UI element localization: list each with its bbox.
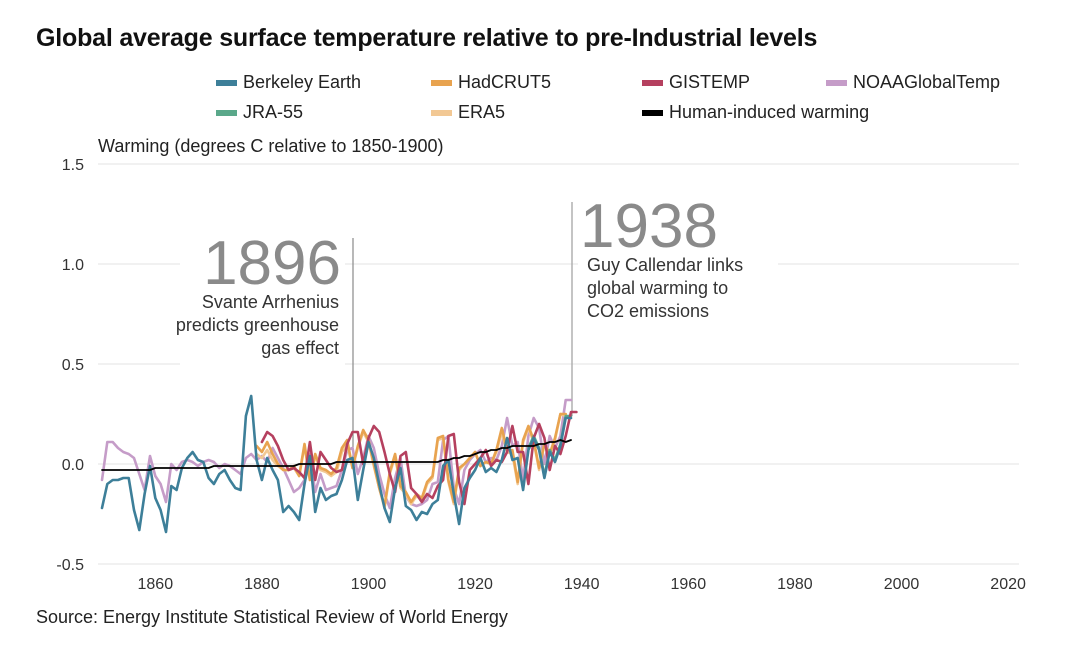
legend-item-human-induced-warming: Human-induced warming bbox=[642, 102, 869, 123]
y-tick-label: 1.5 bbox=[62, 157, 84, 174]
annotation-text-1896: gas effect bbox=[261, 338, 339, 358]
x-tick-label: 1860 bbox=[138, 576, 174, 593]
series-line-human-induced-warming bbox=[101, 439, 572, 471]
legend-label: ERA5 bbox=[458, 102, 506, 122]
legend-label: HadCRUT5 bbox=[458, 72, 552, 92]
annotation-backdrop bbox=[578, 198, 778, 326]
series-lines bbox=[100, 394, 578, 534]
x-tick-label: 2020 bbox=[990, 576, 1026, 593]
x-axis-ticks: 1860 1880 1900 1920 1940 1960 1980 2000 2020 bbox=[138, 576, 1026, 593]
annotation-text-1938: global warming to bbox=[587, 278, 728, 298]
legend-label: GISTEMP bbox=[669, 72, 751, 92]
legend-label: JRA-55 bbox=[243, 102, 304, 122]
legend-swatch bbox=[431, 79, 452, 86]
legend-item-noaaglobaltemp: NOAAGlobalTemp bbox=[826, 72, 1000, 93]
legend-swatch bbox=[431, 109, 452, 116]
source-note: Source: Energy Institute Statistical Rev… bbox=[36, 607, 508, 627]
series-line-gistemp bbox=[260, 410, 578, 506]
y-tick-label: 0.5 bbox=[62, 357, 84, 374]
legend-item-era5: ERA5 bbox=[431, 102, 505, 123]
legend: Berkeley Earth HadCRUT5 GISTEMP NOAAGlob… bbox=[0, 70, 1076, 130]
legend-item-jra-55: JRA-55 bbox=[216, 102, 303, 123]
annotation-text-1896: predicts greenhouse bbox=[176, 315, 339, 335]
annotation-text-1938: Guy Callendar links bbox=[587, 255, 743, 275]
y-tick-label: 1.0 bbox=[62, 257, 84, 274]
legend-item-berkeley-earth: Berkeley Earth bbox=[216, 72, 361, 93]
x-tick-label: 1940 bbox=[564, 576, 600, 593]
legend-item-gistemp: GISTEMP bbox=[642, 72, 750, 93]
annotation-backdrop bbox=[180, 232, 345, 372]
x-tick-label: 1900 bbox=[351, 576, 387, 593]
annotation-text-1938: CO2 emissions bbox=[587, 301, 709, 321]
legend-swatch bbox=[216, 79, 237, 86]
annotation-text-1896: Svante Arrhenius bbox=[202, 292, 339, 312]
legend-swatch bbox=[216, 109, 237, 116]
y-tick-label: 0.0 bbox=[62, 457, 84, 474]
x-tick-label: 1960 bbox=[671, 576, 707, 593]
legend-label: Berkeley Earth bbox=[243, 72, 362, 92]
x-tick-label: 1980 bbox=[777, 576, 813, 593]
chart-title: Global average surface temperature relat… bbox=[36, 24, 818, 52]
y-axis-ticks: -0.5 0.0 0.5 1.0 1.5 bbox=[56, 157, 84, 574]
legend-swatch bbox=[826, 79, 847, 86]
legend-label: NOAAGlobalTemp bbox=[853, 72, 1001, 92]
annotation-year-1896: 1896 bbox=[203, 229, 341, 298]
legend-swatch bbox=[642, 79, 663, 86]
legend-item-hadcrut5: HadCRUT5 bbox=[431, 72, 551, 93]
y-axis-label: Warming (degrees C relative to 1850-1900… bbox=[98, 136, 444, 156]
x-tick-label: 1880 bbox=[244, 576, 280, 593]
series-line-berkeley-earth bbox=[100, 394, 573, 534]
y-tick-label: -0.5 bbox=[56, 557, 84, 574]
x-tick-label: 1920 bbox=[457, 576, 493, 593]
annotation-year-1938: 1938 bbox=[580, 192, 718, 261]
legend-label: Human-induced warming bbox=[669, 102, 870, 122]
x-tick-label: 2000 bbox=[884, 576, 920, 593]
legend-swatch bbox=[642, 109, 663, 116]
